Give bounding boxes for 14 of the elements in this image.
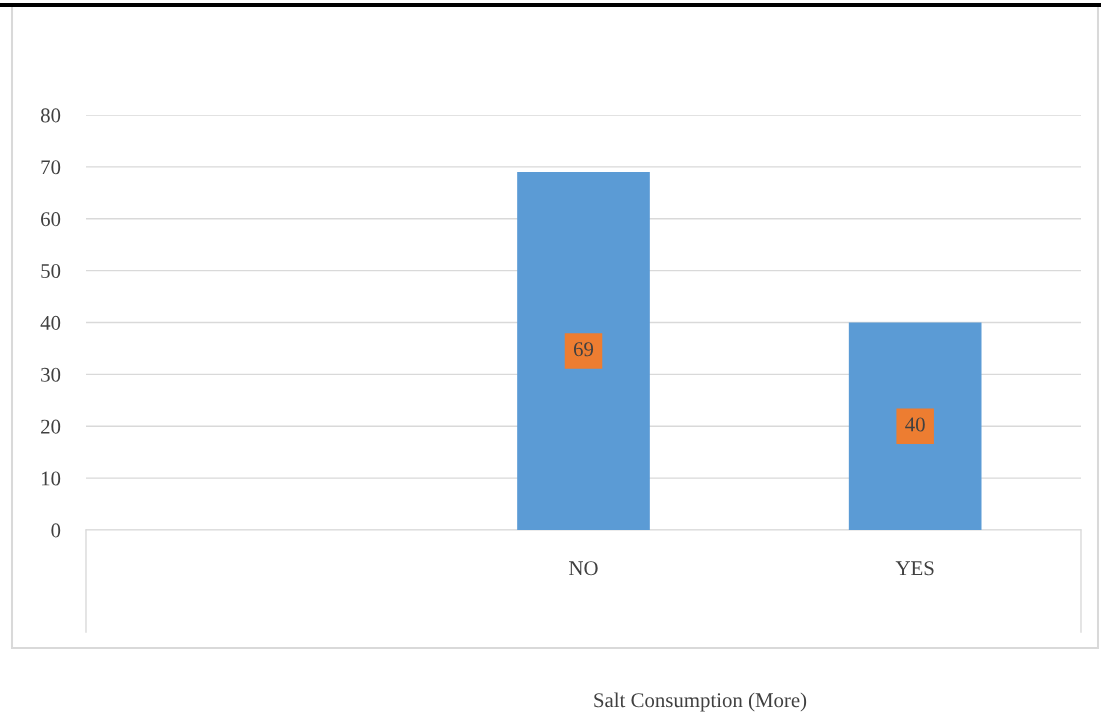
y-tick-label: 30 — [41, 367, 61, 382]
x-tick-label: YES — [895, 561, 934, 576]
y-tick-label: 70 — [41, 160, 61, 175]
y-tick-label: 60 — [41, 212, 61, 227]
y-tick-label: 40 — [40, 315, 61, 330]
y-tick-label: 20 — [41, 419, 61, 434]
y-tick-label: 50 — [41, 264, 61, 279]
y-tick-label: 80 — [40, 108, 61, 123]
y-tick-label: 0 — [51, 523, 61, 538]
data-label: 69 — [573, 342, 594, 357]
data-label: 40 — [905, 417, 925, 432]
x-tick-label: NO — [569, 561, 598, 576]
text: Salt Consumption (More) — [594, 692, 807, 712]
y-tick-label: 10 — [42, 471, 61, 486]
